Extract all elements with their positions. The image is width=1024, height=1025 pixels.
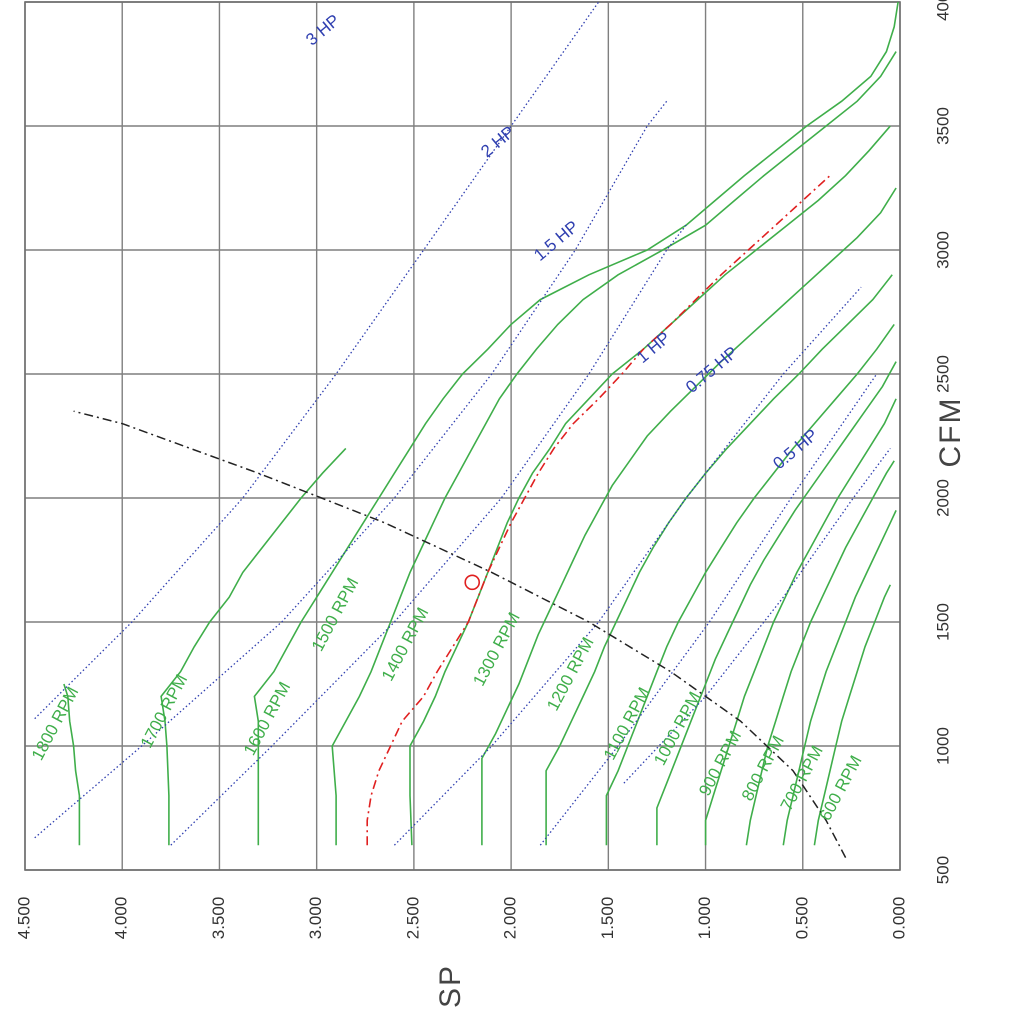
rpm-curve bbox=[745, 460, 895, 846]
y-tick-label: 0.500 bbox=[792, 897, 811, 940]
rpm-curve bbox=[656, 361, 897, 846]
y-tick-label: 2.500 bbox=[403, 897, 422, 940]
rpm-label: 1700 RPM bbox=[137, 671, 191, 751]
x-axis-title: CFM bbox=[934, 397, 967, 468]
system-curve bbox=[73, 410, 847, 858]
rpm-curve bbox=[545, 274, 893, 846]
operating-point-marker bbox=[464, 574, 481, 591]
hp-curve bbox=[34, 1, 600, 720]
y-tick-label: 4.500 bbox=[14, 897, 33, 940]
hp-curve bbox=[34, 100, 668, 839]
x-tick-label: 2500 bbox=[933, 355, 952, 393]
y-tick-label: 3.000 bbox=[306, 897, 325, 940]
rpm-curve bbox=[813, 584, 892, 846]
rpm-curve bbox=[63, 683, 81, 846]
rpm-curve bbox=[160, 447, 347, 846]
hp-curves bbox=[34, 1, 891, 846]
rpm-label: 1200 RPM bbox=[543, 634, 597, 714]
rpm-curve bbox=[331, 51, 897, 846]
rpm-curve bbox=[605, 323, 895, 846]
x-tick-label: 1000 bbox=[933, 727, 952, 765]
hp-curve bbox=[623, 448, 891, 784]
y-tick-label: 3.500 bbox=[209, 897, 228, 940]
grid bbox=[24, 1, 901, 871]
rpm-curve bbox=[704, 398, 897, 846]
rpm-curve bbox=[253, 1, 899, 846]
rpm-label: 700 RPM bbox=[777, 742, 827, 813]
rpm-curve bbox=[782, 510, 897, 846]
plot-frame bbox=[24, 1, 901, 871]
x-tick-label: 4000 bbox=[933, 0, 952, 21]
hp-curve bbox=[539, 373, 878, 846]
rpm-label: 1300 RPM bbox=[469, 609, 523, 689]
rpm-label: 900 RPM bbox=[695, 728, 745, 799]
y-tick-label: 2.000 bbox=[501, 897, 520, 940]
x-tick-label: 3000 bbox=[933, 231, 952, 269]
system-curve-line bbox=[73, 410, 847, 858]
y-axis-title: SP bbox=[434, 964, 467, 1008]
rpm-label: 800 RPM bbox=[738, 732, 788, 803]
hp-curve bbox=[393, 286, 862, 846]
y-tick-label: 1.000 bbox=[695, 897, 714, 940]
operating-curve-line bbox=[366, 175, 831, 846]
rpm-curves bbox=[63, 1, 899, 846]
y-tick-label: 4.000 bbox=[112, 897, 131, 940]
x-tick-label: 1500 bbox=[933, 603, 952, 641]
hp-label: 2 HP bbox=[477, 122, 518, 161]
y-tick-label: 0.000 bbox=[889, 897, 908, 940]
hp-label: 1.5 HP bbox=[530, 217, 582, 265]
x-tick-label: 3500 bbox=[933, 107, 952, 145]
hp-label: 0.5 HP bbox=[769, 425, 821, 473]
rpm-curve bbox=[481, 187, 897, 846]
x-tick-label: 2000 bbox=[933, 479, 952, 517]
tick-labels: 500 1000 1500 2000 2500 3000 3500 4000 0.000 0.50… bbox=[14, 0, 952, 939]
hp-label: 1 HP bbox=[633, 328, 674, 367]
hp-label: 0.75 HP bbox=[682, 343, 741, 397]
operating-curve bbox=[366, 175, 831, 846]
rpm-label: 600 RPM bbox=[816, 752, 866, 823]
hp-label: 3 HP bbox=[302, 11, 343, 50]
y-tick-label: 1.500 bbox=[598, 897, 617, 940]
x-tick-label: 500 bbox=[933, 856, 952, 884]
rpm-label: 1400 RPM bbox=[378, 604, 432, 684]
rpm-curve bbox=[409, 125, 891, 846]
